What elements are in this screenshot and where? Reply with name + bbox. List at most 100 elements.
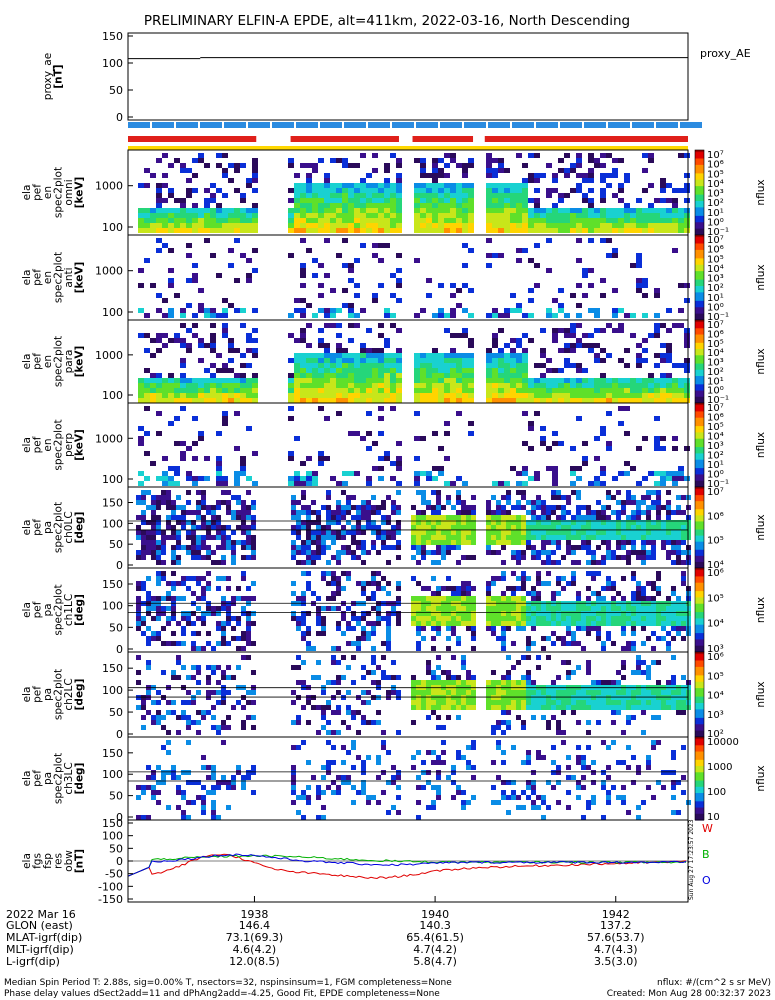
spectrogram-cell	[571, 670, 576, 675]
spectrogram-cell	[651, 555, 656, 560]
spectrogram-cell	[516, 695, 521, 700]
spectrogram-cell	[331, 710, 336, 715]
spectrogram-cell	[646, 700, 651, 705]
spectrogram-cell	[561, 710, 566, 715]
spectrogram-cell	[342, 388, 348, 393]
spectrogram-cell	[300, 461, 306, 466]
spectrogram-cell	[414, 471, 420, 476]
spectrogram-cell	[576, 173, 582, 178]
spectrogram-cell	[606, 183, 612, 188]
spectrogram-cell	[361, 515, 366, 520]
spectrogram-cell	[151, 555, 156, 560]
spectrogram-cell	[361, 720, 366, 725]
spectrogram-cell	[354, 363, 360, 368]
spectrogram-cell	[426, 213, 432, 218]
spectrogram-cell	[396, 278, 402, 283]
colorbar-step	[695, 376, 704, 379]
spectrogram-cell	[161, 540, 166, 545]
spectrogram-cell	[566, 525, 571, 530]
spectrogram-cell	[216, 641, 221, 646]
spectrogram-cell	[316, 555, 321, 560]
spectrogram-cell	[296, 545, 301, 550]
spectrogram-cell	[366, 636, 371, 641]
spectrogram-cell	[348, 188, 354, 193]
spectrogram-cell	[176, 581, 181, 586]
spectrogram-cell	[552, 333, 558, 338]
spectrogram-cell	[201, 540, 206, 545]
spectrogram-cell	[556, 616, 561, 621]
spectrogram-cell	[561, 606, 566, 611]
spectrogram-cell	[141, 515, 146, 520]
spectrogram-cell	[556, 520, 561, 525]
spectrogram-cell	[636, 705, 641, 710]
spectrogram-cell	[616, 535, 621, 540]
spectrogram-cell	[376, 665, 381, 670]
spectrogram-cell	[396, 223, 402, 228]
spectrogram-cell	[506, 695, 511, 700]
spectrogram-cell	[586, 520, 591, 525]
spectrogram-cell	[654, 208, 660, 213]
spectrogram-cell	[204, 456, 210, 461]
spectrogram-cell	[196, 505, 201, 510]
spectrogram-cell	[171, 710, 176, 715]
spectrogram-cell	[606, 611, 611, 616]
spectrogram-cell	[384, 308, 390, 313]
colorbar-step	[695, 637, 704, 640]
colorbar-step	[695, 618, 704, 622]
colorbar-step	[695, 275, 704, 279]
spectrogram-cell	[426, 183, 432, 188]
spectrogram-cell	[342, 218, 348, 223]
spectrogram-cell	[631, 550, 636, 555]
spectrogram-cell	[451, 591, 456, 596]
spectrogram-cell	[451, 690, 456, 695]
spectrogram-cell	[630, 218, 636, 223]
spectrogram-cell	[642, 348, 648, 353]
spectrogram-cell	[181, 626, 186, 631]
spectrogram-cell	[436, 520, 441, 525]
spectrogram-cell	[291, 500, 296, 505]
spectrogram-cell	[606, 441, 612, 446]
spectrogram-cell	[174, 383, 180, 388]
spectrogram-cell	[501, 705, 506, 710]
spectrogram-cell	[216, 665, 221, 670]
spectrogram-cell	[651, 596, 656, 601]
colorbar-step	[695, 266, 704, 270]
spectrogram-cell	[384, 178, 390, 183]
spectrogram-cell	[466, 675, 471, 680]
spectrogram-cell	[591, 626, 596, 631]
colorbar-step	[695, 396, 704, 400]
colorbar-step	[695, 382, 704, 385]
spectrogram-cell	[316, 515, 321, 520]
spectrogram-cell	[138, 481, 144, 486]
spectrogram-cell	[636, 530, 641, 535]
spectrogram-cell	[656, 705, 661, 710]
spectrogram-cell	[648, 378, 654, 383]
spectrogram-cell	[324, 198, 330, 203]
colorbar-step	[695, 529, 704, 533]
spectrogram-cell	[156, 158, 162, 163]
spectrogram-cell	[228, 383, 234, 388]
spectrogram-cell	[651, 611, 656, 616]
spectrogram-cell	[360, 436, 366, 441]
spectrogram-cell	[441, 596, 446, 601]
spectrogram-cell	[536, 596, 541, 601]
spectrogram-cell	[240, 228, 246, 233]
spectrogram-cell	[636, 695, 641, 700]
spectrogram-cell	[486, 705, 491, 710]
spectrogram-cell	[144, 223, 150, 228]
spectrogram-cell	[616, 525, 621, 530]
spectrogram-cell	[324, 238, 330, 243]
spectrogram-cell	[324, 218, 330, 223]
spectrogram-cell	[611, 641, 616, 646]
spectrogram-cell	[300, 313, 306, 318]
spectrogram-cell	[431, 560, 436, 565]
spectrogram-cell	[571, 700, 576, 705]
spectrogram-cell	[186, 621, 191, 626]
spectrogram-cell	[180, 198, 186, 203]
spectrogram-cell	[492, 343, 498, 348]
spectrogram-cell	[526, 540, 531, 545]
spectrogram-cell	[421, 500, 426, 505]
spectrogram-cell	[171, 535, 176, 540]
spectrogram-cell	[581, 695, 586, 700]
spectrogram-cell	[681, 675, 686, 680]
